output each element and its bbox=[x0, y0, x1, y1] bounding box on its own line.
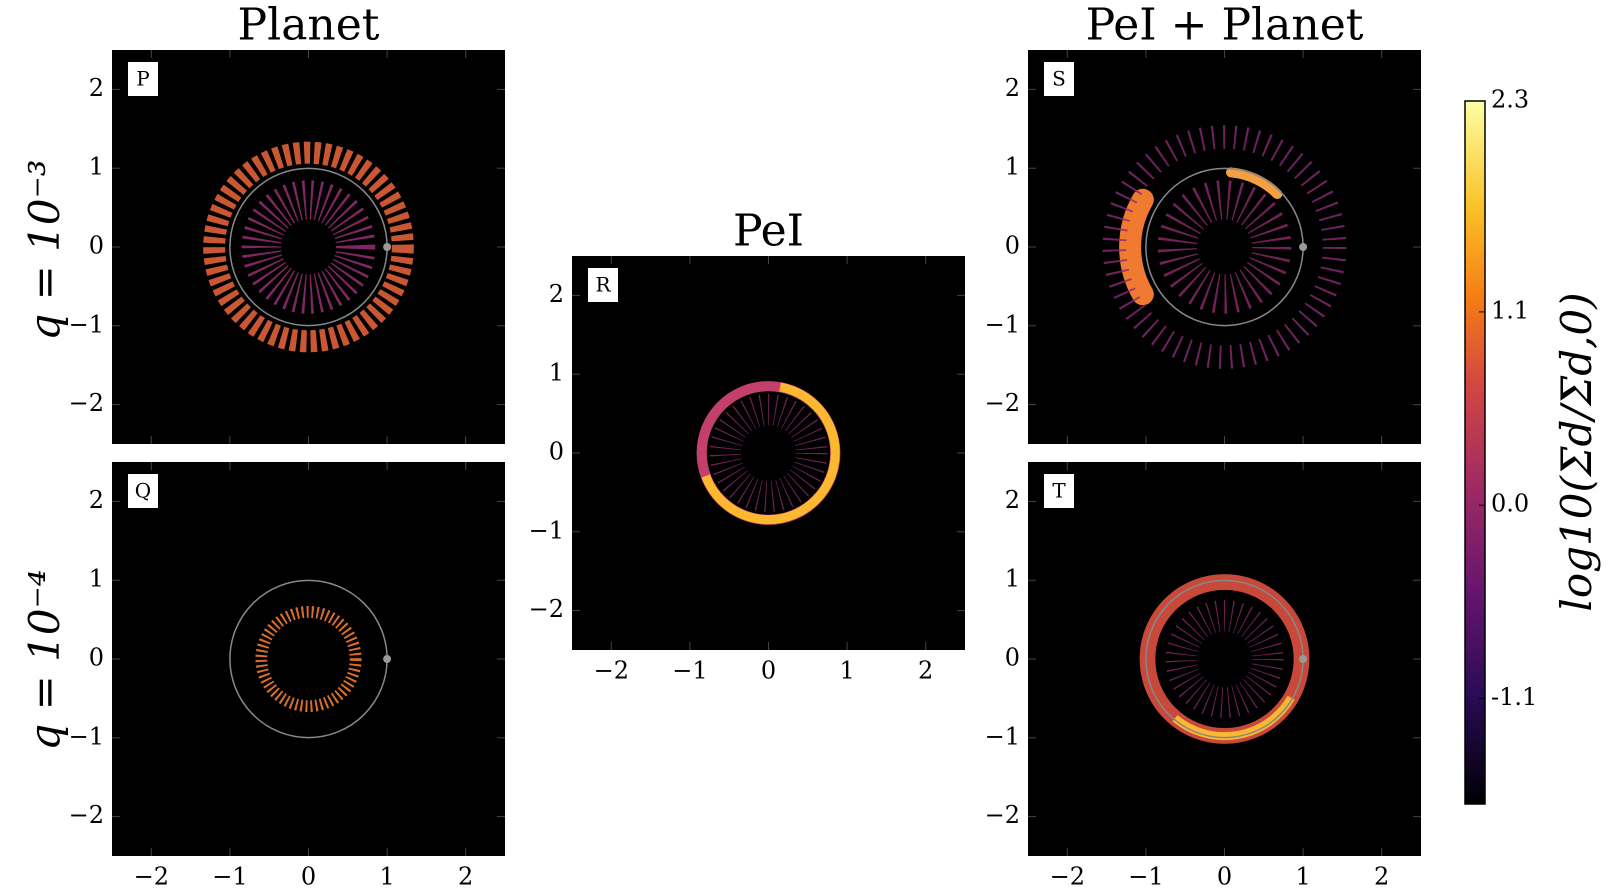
y-tick-label: 1 bbox=[1005, 565, 1020, 593]
y-tick-label: −2 bbox=[985, 389, 1020, 417]
y-tick-label: −1 bbox=[69, 722, 104, 750]
dust-ring bbox=[203, 141, 414, 353]
panel-title: Planet bbox=[238, 0, 380, 51]
y-tick-label: 2 bbox=[549, 280, 564, 308]
dust-ring bbox=[1157, 180, 1292, 314]
y-tick-label: 1 bbox=[1005, 153, 1020, 181]
x-tick-label: 1 bbox=[379, 863, 394, 891]
panel-label: R bbox=[595, 273, 611, 297]
x-tick-label: −1 bbox=[212, 863, 247, 891]
panel-label: T bbox=[1052, 479, 1066, 503]
y-tick-label: −2 bbox=[985, 801, 1020, 829]
label-box bbox=[588, 268, 618, 302]
dust-ring bbox=[255, 605, 362, 713]
colorbar-tick-label: -1.1 bbox=[1491, 683, 1537, 711]
plot-area bbox=[112, 50, 505, 444]
x-tick-label: −2 bbox=[1050, 863, 1085, 891]
y-tick-label: 1 bbox=[89, 153, 104, 181]
colorbar bbox=[1464, 100, 1486, 805]
x-tick-label: 1 bbox=[839, 657, 854, 685]
label-box bbox=[128, 474, 158, 508]
plot-area bbox=[572, 256, 965, 650]
colorbar-title: log10(Σd/Σd,0) bbox=[1552, 292, 1601, 611]
panel bbox=[572, 256, 965, 650]
row-label: q = 10⁻⁴ bbox=[20, 569, 69, 750]
planet bbox=[383, 243, 392, 251]
panel bbox=[1028, 462, 1421, 856]
planet bbox=[383, 655, 392, 663]
plot-area bbox=[112, 462, 505, 856]
y-tick-label: 2 bbox=[1005, 486, 1020, 514]
x-tick-label: −2 bbox=[594, 657, 629, 685]
y-tick-label: 0 bbox=[89, 644, 104, 672]
x-tick-label: −2 bbox=[134, 863, 169, 891]
dust-ring bbox=[1102, 125, 1347, 369]
x-tick-label: −1 bbox=[672, 657, 707, 685]
y-tick-label: 0 bbox=[1005, 232, 1020, 260]
panel bbox=[112, 50, 505, 444]
x-tick-label: 2 bbox=[458, 863, 473, 891]
arc bbox=[1119, 188, 1154, 306]
y-tick-label: −2 bbox=[69, 389, 104, 417]
panel-label: P bbox=[136, 67, 149, 91]
label-box bbox=[1044, 474, 1074, 508]
label-box bbox=[128, 62, 158, 96]
planet bbox=[1299, 243, 1308, 251]
x-tick-label: 0 bbox=[1217, 863, 1232, 891]
y-tick-label: 1 bbox=[549, 359, 564, 387]
y-tick-label: 2 bbox=[89, 486, 104, 514]
dust-ring bbox=[1165, 600, 1284, 718]
x-tick-label: 0 bbox=[761, 657, 776, 685]
arc bbox=[1226, 167, 1283, 200]
ring-bright bbox=[701, 382, 840, 525]
planet bbox=[1299, 655, 1308, 663]
ring-bright bbox=[1172, 695, 1295, 741]
x-tick-label: −1 bbox=[1128, 863, 1163, 891]
y-tick-label: −1 bbox=[985, 310, 1020, 338]
y-tick-label: 2 bbox=[1005, 74, 1020, 102]
y-tick-label: −1 bbox=[985, 722, 1020, 750]
plot-area bbox=[1028, 50, 1421, 444]
dust-ring bbox=[241, 180, 376, 314]
colorbar-tick-label: 2.3 bbox=[1491, 86, 1529, 114]
panel-label: S bbox=[1052, 67, 1066, 91]
x-tick-label: 2 bbox=[1374, 863, 1389, 891]
colorbar-tick-label: 0.0 bbox=[1491, 490, 1529, 518]
y-tick-label: −2 bbox=[69, 801, 104, 829]
y-tick-label: −1 bbox=[529, 516, 564, 544]
y-tick-label: 0 bbox=[549, 438, 564, 466]
x-tick-label: 0 bbox=[301, 863, 316, 891]
plot-area bbox=[1028, 462, 1421, 856]
dust-ring bbox=[709, 394, 828, 512]
panel-title: PeI + Planet bbox=[1086, 0, 1364, 51]
y-tick-label: 2 bbox=[89, 74, 104, 102]
row-label: q = 10⁻³ bbox=[20, 159, 69, 340]
panel-label: Q bbox=[135, 479, 151, 503]
y-tick-label: 0 bbox=[1005, 644, 1020, 672]
colorbar-tick-label: 1.1 bbox=[1491, 296, 1529, 324]
x-tick-label: 2 bbox=[918, 657, 933, 685]
panel-title: PeI bbox=[733, 206, 804, 257]
y-tick-label: −1 bbox=[69, 310, 104, 338]
y-tick-label: 0 bbox=[89, 232, 104, 260]
label-box bbox=[1044, 62, 1074, 96]
x-tick-label: 1 bbox=[1295, 863, 1310, 891]
panel bbox=[1028, 50, 1421, 444]
y-tick-label: −2 bbox=[529, 595, 564, 623]
panel bbox=[112, 462, 505, 856]
y-tick-label: 1 bbox=[89, 565, 104, 593]
